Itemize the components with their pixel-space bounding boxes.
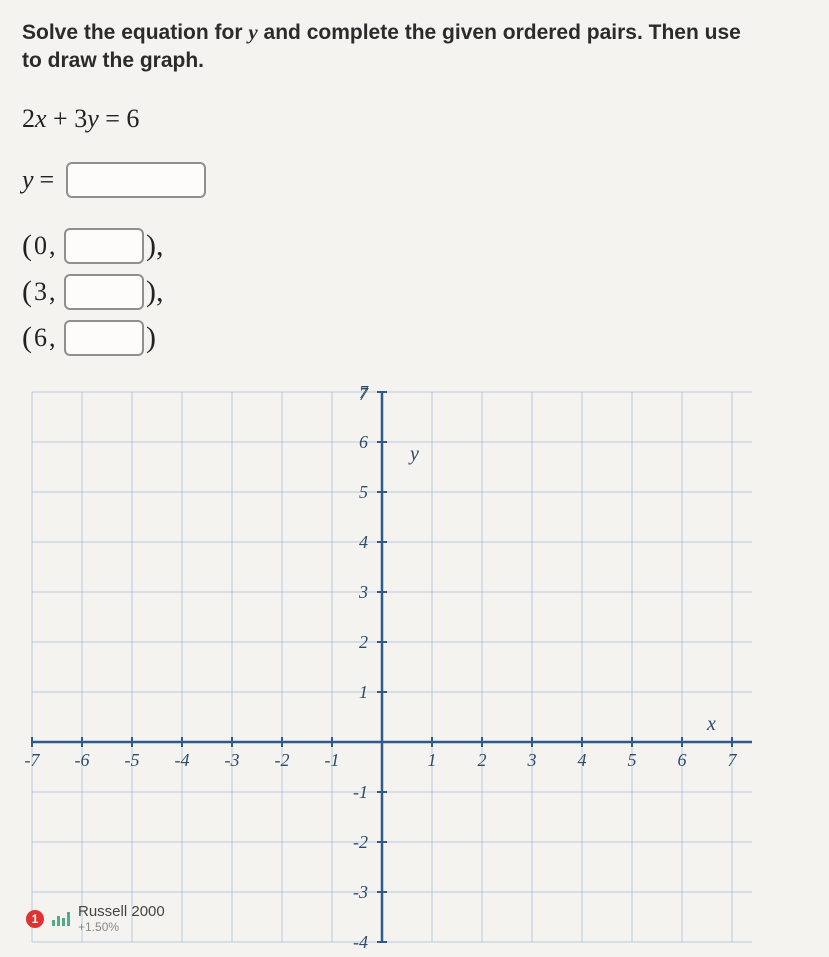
svg-text:-1: -1	[353, 782, 368, 802]
svg-text:2: 2	[359, 632, 368, 652]
svg-text:-3: -3	[353, 882, 368, 902]
svg-text:-4: -4	[175, 750, 190, 770]
svg-text:2: 2	[478, 750, 487, 770]
instr-var: y	[248, 20, 257, 44]
svg-text:y: y	[408, 443, 419, 465]
close-paren: ),	[146, 229, 164, 263]
svg-text:3: 3	[358, 582, 368, 602]
pair-x: 0	[34, 231, 47, 261]
instr-part1: Solve the equation for	[22, 21, 248, 44]
close-paren: )	[146, 321, 156, 355]
graph-area: -7-6-5-4-3-2-112345671234567-1-2-3-4yx7	[22, 382, 829, 957]
svg-text:1: 1	[428, 750, 437, 770]
given-equation: 2x + 3y = 6	[22, 104, 829, 134]
svg-text:1: 1	[359, 682, 368, 702]
svg-text:-7: -7	[25, 750, 41, 770]
svg-text:-2: -2	[353, 832, 368, 852]
open-paren: (	[22, 229, 32, 263]
coordinate-grid: -7-6-5-4-3-2-112345671234567-1-2-3-4yx7	[22, 382, 762, 952]
pair-y-input[interactable]	[64, 228, 144, 264]
svg-text:6: 6	[359, 432, 368, 452]
comma: ,	[49, 323, 62, 353]
svg-text:4: 4	[578, 750, 587, 770]
stock-name: Russell 2000	[78, 903, 165, 920]
pair-y-input[interactable]	[64, 274, 144, 310]
open-paren: (	[22, 321, 32, 355]
svg-text:7: 7	[359, 384, 369, 404]
pair-y-input[interactable]	[64, 320, 144, 356]
svg-text:4: 4	[359, 532, 368, 552]
y-var: y	[22, 165, 34, 195]
equals: =	[40, 165, 55, 195]
pair-x: 6	[34, 323, 47, 353]
svg-text:-2: -2	[275, 750, 290, 770]
notification-badge: 1	[26, 910, 44, 928]
comma: ,	[49, 277, 62, 307]
svg-text:5: 5	[359, 482, 368, 502]
svg-text:5: 5	[628, 750, 637, 770]
svg-text:-5: -5	[125, 750, 140, 770]
solve-for-y-row: y =	[22, 162, 829, 198]
instr-part2: and complete the given ordered pairs. Th…	[258, 21, 741, 44]
stock-change: +1.50%	[78, 920, 165, 934]
svg-text:-3: -3	[225, 750, 240, 770]
taskbar-stock-widget[interactable]: 1 Russell 2000 +1.50%	[26, 903, 165, 934]
svg-text:7: 7	[728, 750, 738, 770]
instr-line2: to draw the graph.	[22, 49, 204, 72]
svg-text:-6: -6	[75, 750, 90, 770]
chart-icon	[52, 912, 70, 926]
svg-text:x: x	[706, 713, 716, 735]
instructions: Solve the equation for y and complete th…	[22, 18, 822, 76]
ordered-pairs: (0, ),(3, ),(6, )	[22, 228, 829, 356]
svg-text:3: 3	[527, 750, 537, 770]
close-paren: ),	[146, 275, 164, 309]
comma: ,	[49, 231, 62, 261]
y-expression-input[interactable]	[66, 162, 206, 198]
stock-text: Russell 2000 +1.50%	[78, 903, 165, 934]
ordered-pair-row: (3, ),	[22, 274, 829, 310]
pair-x: 3	[34, 277, 47, 307]
ordered-pair-row: (0, ),	[22, 228, 829, 264]
svg-text:-1: -1	[325, 750, 340, 770]
svg-text:6: 6	[678, 750, 687, 770]
open-paren: (	[22, 275, 32, 309]
ordered-pair-row: (6, )	[22, 320, 829, 356]
